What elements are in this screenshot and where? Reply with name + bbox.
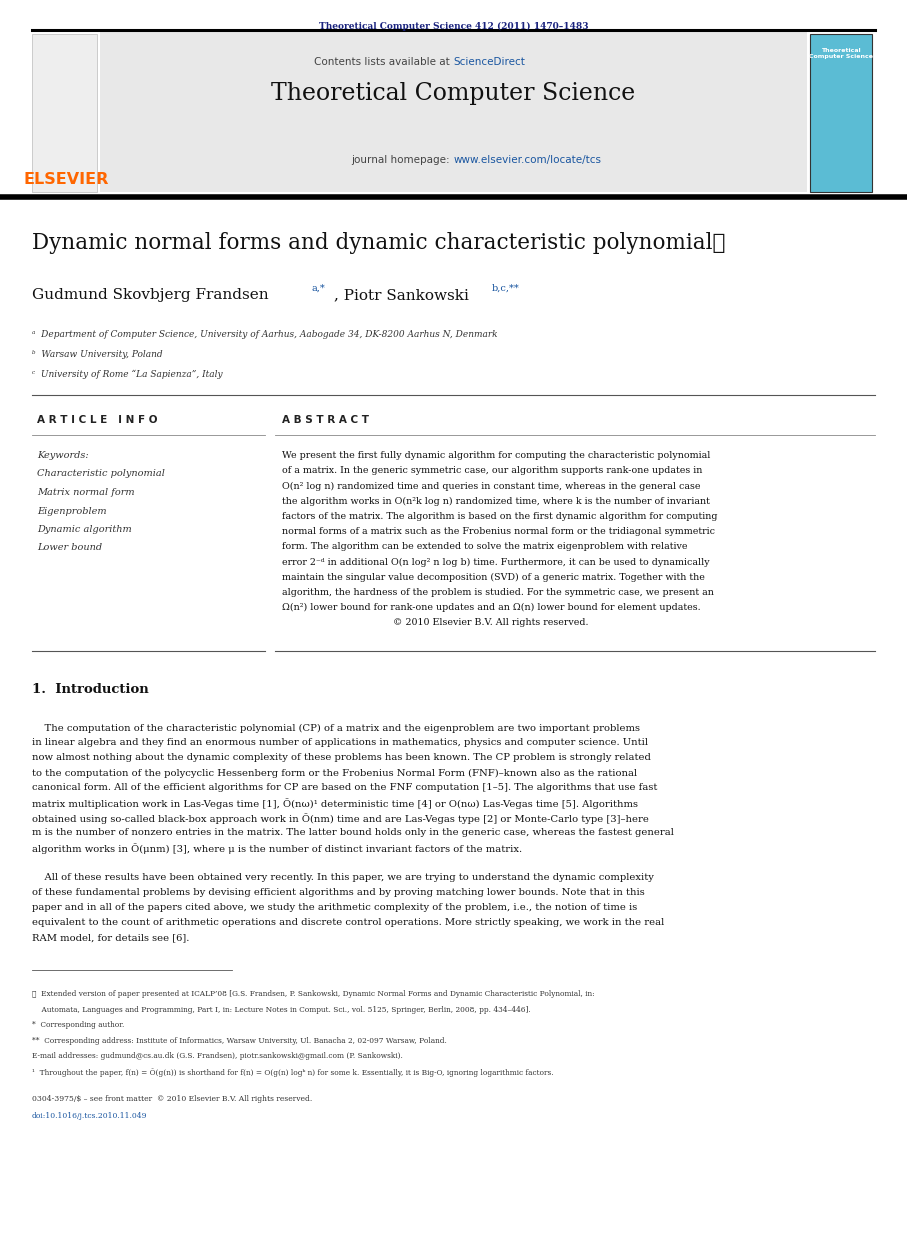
Text: form. The algorithm can be extended to solve the matrix eigenproblem with relati: form. The algorithm can be extended to s… (282, 542, 688, 551)
Text: of these fundamental problems by devising efficient algorithms and by proving ma: of these fundamental problems by devisin… (32, 889, 645, 898)
Text: Theoretical
Computer Science: Theoretical Computer Science (809, 48, 873, 58)
Text: the algorithm works in O(n²k log n) randomized time, where k is the number of in: the algorithm works in O(n²k log n) rand… (282, 496, 710, 506)
Text: Matrix normal form: Matrix normal form (37, 488, 134, 496)
Text: 1.  Introduction: 1. Introduction (32, 683, 149, 697)
Text: doi:10.1016/j.tcs.2010.11.049: doi:10.1016/j.tcs.2010.11.049 (32, 1113, 148, 1120)
Text: m is the number of nonzero entries in the matrix. The latter bound holds only in: m is the number of nonzero entries in th… (32, 828, 674, 837)
Text: ᵇ  Warsaw University, Poland: ᵇ Warsaw University, Poland (32, 350, 162, 359)
Text: O(n² log n) randomized time and queries in constant time, whereas in the general: O(n² log n) randomized time and queries … (282, 482, 700, 490)
Text: ¹  Throughout the paper, f(n) = Õ(g(n)) is shorthand for f(n) = O(g(n) logᵏ n) f: ¹ Throughout the paper, f(n) = Õ(g(n)) i… (32, 1068, 553, 1077)
Text: Lower bound: Lower bound (37, 543, 102, 552)
Text: matrix multiplication work in Las-Vegas time [1], Õ(nω)¹ deterministic time [4] : matrix multiplication work in Las-Vegas … (32, 799, 638, 810)
Bar (32, 33, 97, 192)
Text: Automata, Languages and Programming, Part I, in: Lecture Notes in Comput. Sci., : Automata, Languages and Programming, Par… (32, 1006, 531, 1014)
Text: in linear algebra and they find an enormous number of applications in mathematic: in linear algebra and they find an enorm… (32, 738, 648, 748)
Text: b,c,**: b,c,** (492, 284, 520, 293)
Text: E-mail addresses: gudmund@cs.au.dk (G.S. Frandsen), piotr.sankowski@gmail.com (P: E-mail addresses: gudmund@cs.au.dk (G.S.… (32, 1052, 403, 1061)
Text: Keywords:: Keywords: (37, 451, 89, 461)
Text: Contents lists available at: Contents lists available at (315, 57, 454, 67)
Text: Gudmund Skovbjerg Frandsen: Gudmund Skovbjerg Frandsen (32, 288, 268, 302)
Text: to the computation of the polycyclic Hessenberg form or the Frobenius Normal For: to the computation of the polycyclic Hes… (32, 769, 637, 777)
Text: Theoretical Computer Science 412 (2011) 1470–1483: Theoretical Computer Science 412 (2011) … (318, 22, 589, 31)
Text: We present the first fully dynamic algorithm for computing the characteristic po: We present the first fully dynamic algor… (282, 451, 710, 461)
Text: Dynamic normal forms and dynamic characteristic polynomial★: Dynamic normal forms and dynamic charact… (32, 232, 726, 254)
Text: *  Corresponding author.: * Corresponding author. (32, 1021, 124, 1030)
Text: RAM model, for details see [6].: RAM model, for details see [6]. (32, 933, 190, 942)
Text: of a matrix. In the generic symmetric case, our algorithm supports rank-one upda: of a matrix. In the generic symmetric ca… (282, 467, 702, 475)
Text: algorithm, the hardness of the problem is studied. For the symmetric case, we pr: algorithm, the hardness of the problem i… (282, 588, 714, 597)
Text: © 2010 Elsevier B.V. All rights reserved.: © 2010 Elsevier B.V. All rights reserved… (282, 618, 589, 628)
Text: maintain the singular value decomposition (SVD) of a generic matrix. Together wi: maintain the singular value decompositio… (282, 573, 705, 582)
Bar (100, 30, 807, 192)
Text: ★  Extended version of paper presented at ICALP’08 [G.S. Frandsen, P. Sankowski,: ★ Extended version of paper presented at… (32, 990, 595, 998)
Text: a,*: a,* (312, 284, 326, 293)
Text: error 2⁻ᵈ in additional O(n log² n log b) time. Furthermore, it can be used to d: error 2⁻ᵈ in additional O(n log² n log b… (282, 557, 709, 567)
Text: A B S T R A C T: A B S T R A C T (282, 415, 369, 425)
Text: obtained using so-called black-box approach work in Õ(nm) time and are Las-Vegas: obtained using so-called black-box appro… (32, 813, 649, 825)
Text: www.elsevier.com/locate/tcs: www.elsevier.com/locate/tcs (454, 155, 601, 165)
Text: , Piotr Sankowski: , Piotr Sankowski (334, 288, 469, 302)
Text: The computation of the characteristic polynomial (CP) of a matrix and the eigenp: The computation of the characteristic po… (32, 723, 640, 733)
Text: Theoretical Computer Science: Theoretical Computer Science (271, 82, 636, 105)
Text: factors of the matrix. The algorithm is based on the first dynamic algorithm for: factors of the matrix. The algorithm is … (282, 511, 717, 521)
Text: journal homepage:: journal homepage: (352, 155, 454, 165)
Text: Dynamic algorithm: Dynamic algorithm (37, 525, 132, 534)
Text: now almost nothing about the dynamic complexity of these problems has been known: now almost nothing about the dynamic com… (32, 754, 651, 763)
Bar (810, 33, 872, 192)
Text: Ω(n²) lower bound for rank-one updates and an Ω(n) lower bound for element updat: Ω(n²) lower bound for rank-one updates a… (282, 603, 700, 612)
Text: Eigenproblem: Eigenproblem (37, 506, 107, 515)
Text: canonical form. All of the efficient algorithms for CP are based on the FNF comp: canonical form. All of the efficient alg… (32, 784, 658, 792)
Text: 0304-3975/$ – see front matter  © 2010 Elsevier B.V. All rights reserved.: 0304-3975/$ – see front matter © 2010 El… (32, 1096, 312, 1103)
Text: A R T I C L E   I N F O: A R T I C L E I N F O (37, 415, 158, 425)
Text: ELSEVIER: ELSEVIER (24, 172, 109, 187)
Text: ᶜ  University of Rome “La Sapienza”, Italy: ᶜ University of Rome “La Sapienza”, Ital… (32, 370, 222, 379)
Text: **  Corresponding address: Institute of Informatics, Warsaw University, Ul. Bana: ** Corresponding address: Institute of I… (32, 1037, 447, 1045)
Text: equivalent to the count of arithmetic operations and discrete control operations: equivalent to the count of arithmetic op… (32, 919, 664, 927)
Text: All of these results have been obtained very recently. In this paper, we are try: All of these results have been obtained … (32, 873, 654, 883)
Text: paper and in all of the papers cited above, we study the arithmetic complexity o: paper and in all of the papers cited abo… (32, 904, 638, 912)
Text: algorithm works in Õ(μnm) [3], where μ is the number of distinct invariant facto: algorithm works in Õ(μnm) [3], where μ i… (32, 843, 522, 854)
Text: Characteristic polynomial: Characteristic polynomial (37, 469, 165, 479)
Text: normal forms of a matrix such as the Frobenius normal form or the tridiagonal sy: normal forms of a matrix such as the Fro… (282, 527, 715, 536)
Text: ScienceDirect: ScienceDirect (454, 57, 525, 67)
Text: ᵃ  Department of Computer Science, University of Aarhus, Aabogade 34, DK-8200 Aa: ᵃ Department of Computer Science, Univer… (32, 331, 498, 339)
